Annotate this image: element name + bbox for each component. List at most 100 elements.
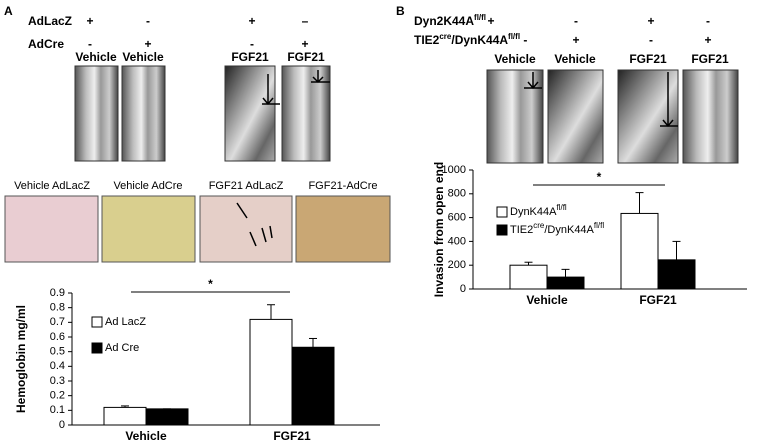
y-tick-label: 800: [448, 188, 466, 200]
image-label: FGF21: [287, 50, 325, 64]
bar: [546, 276, 585, 290]
condition-label: TIE2cre/DynK44Afl/fl -: [414, 32, 527, 48]
arrow: [524, 72, 542, 90]
legend-label-part: fl/fl: [594, 221, 604, 230]
y-tick-label: 0.9: [50, 287, 65, 299]
condition-mark: +: [647, 14, 654, 28]
error-bar: [672, 240, 681, 260]
legend-label-part: /DynK44A: [544, 224, 594, 236]
condition-label-part: cre: [439, 32, 452, 41]
error-bar: [524, 261, 533, 266]
condition-label-part: Dyn2K44A: [414, 14, 474, 28]
condition-mark: -: [649, 33, 653, 47]
y-tick-label: 0: [59, 419, 65, 431]
histology-label: FGF21-AdCre: [308, 180, 377, 192]
histology-photo: [4, 195, 99, 263]
y-tick-label: 1000: [442, 164, 466, 176]
vessel-photo: [547, 69, 604, 164]
x-tick-label: Vehicle: [526, 293, 568, 307]
panel-label: A: [4, 4, 13, 18]
bar: [291, 346, 335, 426]
photos: [4, 65, 739, 263]
legend-label-part: cre: [533, 221, 545, 230]
error-bar: [267, 304, 275, 320]
error-bar: [635, 192, 644, 214]
condition-label: AdLacZ: [28, 14, 72, 28]
condition-mark: -: [250, 37, 254, 51]
condition-label-part: AdLacZ: [28, 14, 72, 28]
y-tick-label: 0.1: [50, 404, 65, 416]
vessel-photo: [617, 69, 679, 164]
image-label: Vehicle: [554, 52, 596, 66]
legend-label: DynK44Afl/fl: [510, 203, 567, 218]
legend-label: Ad Cre: [105, 342, 139, 354]
image-label: Vehicle: [75, 50, 117, 64]
image-label: FGF21: [231, 50, 269, 64]
y-tick-label: 0.4: [50, 360, 65, 372]
condition-label-part: fl/fl: [474, 13, 486, 22]
legend-swatch: [496, 224, 508, 236]
image-label: FGF21: [691, 52, 729, 66]
y-tick-label: 0: [460, 283, 466, 295]
significance-star: *: [597, 170, 602, 184]
y-tick-label: 600: [448, 212, 466, 224]
vessel-photo: [121, 65, 166, 162]
significance-star: *: [208, 277, 213, 291]
arrow: [236, 202, 273, 247]
y-tick-label: 0.7: [50, 316, 65, 328]
histology-photo: [199, 195, 293, 263]
y-tick-label: 0.5: [50, 346, 65, 358]
y-tick-label: 400: [448, 235, 466, 247]
y-tick-label: 0.8: [50, 302, 65, 314]
x-tick-label: FGF21: [639, 293, 677, 307]
legend-swatch: [496, 206, 508, 218]
vessel-photo: [281, 65, 331, 162]
image-label: FGF21: [629, 52, 667, 66]
bar: [657, 259, 696, 290]
legend-swatch: [91, 342, 103, 354]
y-tick-label: 0.2: [50, 390, 65, 402]
condition-mark: +: [487, 14, 494, 28]
histology-label: Vehicle AdLacZ: [14, 180, 90, 192]
legend-label-part: fl/fl: [556, 203, 566, 212]
x-tick-label: FGF21: [273, 429, 311, 443]
condition-mark: +: [86, 14, 93, 28]
condition-label: Dyn2K44Afl/fl: [414, 13, 486, 29]
histology-label: Vehicle AdCre: [113, 180, 182, 192]
arrow: [660, 72, 678, 128]
condition-mark: +: [144, 37, 151, 51]
vessel-photo: [682, 69, 739, 164]
x-tick-label: Vehicle: [125, 429, 167, 443]
condition-mark: +: [301, 37, 308, 51]
vessel-photo: [224, 65, 276, 162]
condition-mark: +: [704, 33, 711, 47]
y-tick-label: 0.3: [50, 375, 65, 387]
legend-label-part: TIE2: [510, 224, 533, 236]
condition-mark: -: [88, 37, 92, 51]
condition-label-part: AdCre: [28, 37, 64, 51]
legend-swatch: [91, 316, 103, 328]
bar: [145, 408, 189, 426]
histology-photo: [295, 195, 391, 263]
legend-label-part: DynK44A: [510, 206, 557, 218]
image-label: Vehicle: [122, 50, 164, 64]
condition-label-part: fl/fl: [508, 32, 520, 41]
y-tick-label: 0.6: [50, 331, 65, 343]
y-axis-label: Invasion from open end: [432, 162, 446, 297]
bar: [620, 212, 659, 290]
y-axis-label: Hemoglobin mg/ml: [14, 305, 28, 413]
condition-mark: -: [706, 14, 710, 28]
condition-label: AdCre: [28, 37, 64, 51]
condition-mark: +: [248, 14, 255, 28]
vessel-photo: [74, 65, 119, 162]
condition-mark: -: [146, 14, 150, 28]
arrow: [311, 70, 330, 84]
condition-mark: –: [302, 14, 309, 28]
image-label: Vehicle: [494, 52, 536, 66]
bar: [103, 406, 147, 426]
condition-mark: +: [572, 33, 579, 47]
vessel-photo: [486, 69, 544, 164]
bar: [249, 318, 293, 426]
error-bar: [561, 268, 570, 278]
